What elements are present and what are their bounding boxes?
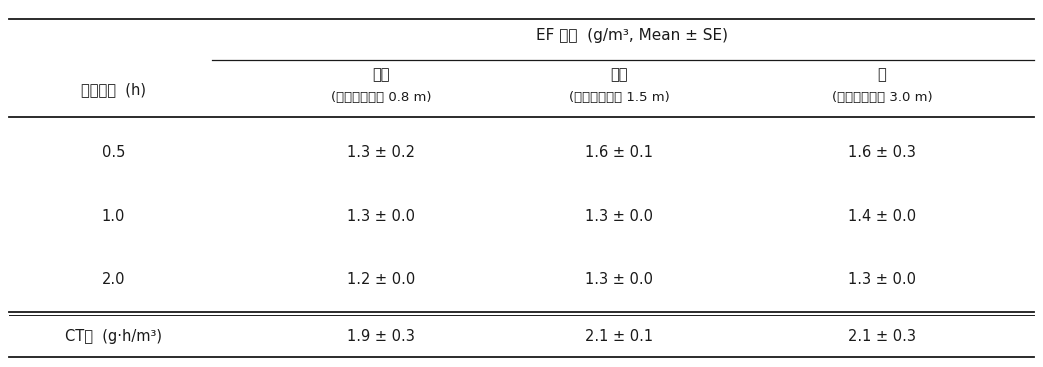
Text: 훈증시간  (h): 훈증시간 (h) <box>80 82 146 97</box>
Text: 1.3 ± 0.0: 1.3 ± 0.0 <box>848 272 916 287</box>
Text: 2.1 ± 0.1: 2.1 ± 0.1 <box>585 329 653 344</box>
Text: 1.2 ± 0.0: 1.2 ± 0.0 <box>347 272 415 287</box>
Text: 0.5: 0.5 <box>101 145 125 160</box>
Text: 1.6 ± 0.1: 1.6 ± 0.1 <box>585 145 653 160</box>
Text: 2.1 ± 0.3: 2.1 ± 0.3 <box>848 329 916 344</box>
Text: 1.3 ± 0.2: 1.3 ± 0.2 <box>347 145 415 160</box>
Text: 1.4 ± 0.0: 1.4 ± 0.0 <box>848 209 916 224</box>
Text: 아래: 아래 <box>372 67 390 82</box>
Text: (지면으로부터 3.0 m): (지면으로부터 3.0 m) <box>831 91 932 103</box>
Text: 2.0: 2.0 <box>101 272 125 287</box>
Text: (지면으로부터 1.5 m): (지면으로부터 1.5 m) <box>568 91 670 103</box>
Text: 1.0: 1.0 <box>101 209 125 224</box>
Text: 중간: 중간 <box>610 67 628 82</box>
Text: 위: 위 <box>878 67 887 82</box>
Text: CT값  (g·h/m³): CT값 (g·h/m³) <box>65 329 162 344</box>
Text: 1.3 ± 0.0: 1.3 ± 0.0 <box>585 272 653 287</box>
Text: 1.6 ± 0.3: 1.6 ± 0.3 <box>848 145 916 160</box>
Text: 1.3 ± 0.0: 1.3 ± 0.0 <box>585 209 653 224</box>
Text: (지면으로부터 0.8 m): (지면으로부터 0.8 m) <box>331 91 432 103</box>
Text: 1.3 ± 0.0: 1.3 ± 0.0 <box>347 209 415 224</box>
Text: 1.9 ± 0.3: 1.9 ± 0.3 <box>347 329 415 344</box>
Text: EF 농도  (g/m³, Mean ± SE): EF 농도 (g/m³, Mean ± SE) <box>536 28 728 43</box>
